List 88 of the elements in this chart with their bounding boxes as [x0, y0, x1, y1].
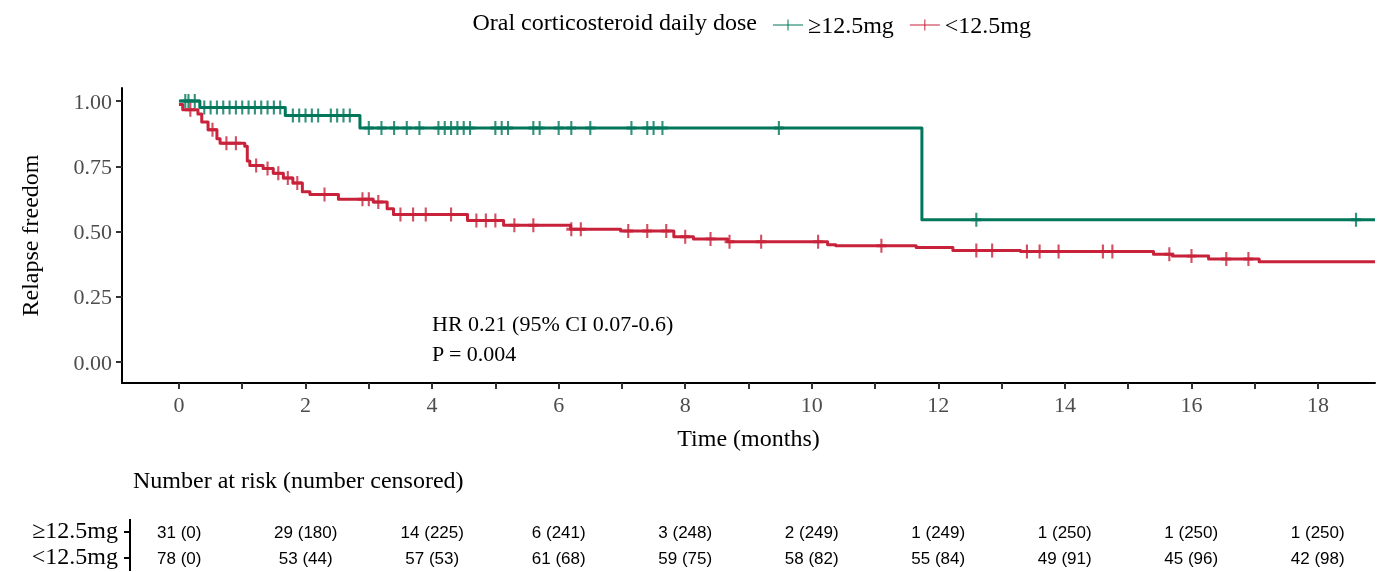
x-tick-label: 4: [426, 391, 438, 417]
x-axis-title: Time (months): [677, 425, 820, 451]
point: [811, 233, 825, 251]
legend-label: ≥12.5mg: [808, 12, 894, 38]
point: [362, 119, 376, 137]
text: 49 (91): [1037, 548, 1092, 568]
point: [565, 119, 578, 137]
point: [723, 233, 736, 251]
x-tick-label: 6: [553, 391, 565, 417]
text: 78 (0): [157, 548, 202, 568]
point: [362, 190, 376, 208]
point: [372, 193, 385, 211]
y-axis-title: Relapse freedom: [17, 154, 43, 317]
category-label: <12.5mg: [31, 543, 118, 569]
x-tick-label: 12: [927, 391, 950, 417]
point: [647, 119, 660, 137]
point: [772, 119, 786, 137]
text: 53 (44): [278, 548, 333, 568]
point: [641, 222, 654, 240]
x-tick-label: 0: [173, 391, 185, 417]
point: [622, 222, 635, 240]
point: [656, 119, 669, 137]
point: [413, 119, 426, 137]
text: 59 (75): [658, 548, 713, 568]
text: 6 (241): [531, 522, 586, 542]
text: 2 (249): [784, 522, 839, 542]
point: [574, 220, 588, 238]
text: 3 (248): [658, 522, 713, 542]
x-tick-label: 2: [300, 391, 312, 417]
text: 1 (250): [1290, 522, 1345, 542]
point: [220, 135, 233, 152]
point: [678, 228, 692, 246]
point: [875, 237, 888, 254]
point: [291, 174, 304, 192]
point: [206, 121, 219, 139]
y-tick-label: 0.00: [73, 349, 112, 375]
text: 29 (180): [274, 522, 338, 542]
annotation: P = 0.004: [432, 340, 517, 366]
y-tick-label: 0.25: [73, 284, 112, 310]
point: [565, 220, 578, 238]
point: [501, 119, 515, 137]
point: [1242, 250, 1255, 268]
x-tick-label: 18: [1307, 391, 1330, 417]
point: [533, 119, 546, 137]
x-tick-label: 8: [679, 391, 691, 417]
point: [281, 169, 295, 187]
point: [1185, 247, 1198, 265]
text: 42 (98): [1290, 548, 1345, 568]
point: [970, 211, 983, 229]
x-tick-label: 14: [1053, 391, 1076, 417]
point: [625, 119, 638, 137]
point: [584, 119, 597, 137]
y-tick-label: 1.00: [73, 88, 112, 114]
text: 57 (53): [405, 548, 460, 568]
point: [704, 230, 717, 248]
point: [184, 101, 197, 118]
point: [387, 119, 401, 137]
point: [527, 217, 540, 234]
point: [400, 119, 414, 137]
text: 14 (225): [400, 522, 464, 542]
text: 1 (249): [911, 522, 966, 542]
point: [659, 222, 673, 240]
point: [188, 92, 202, 110]
y-tick-label: 0.75: [73, 153, 112, 179]
text: 31 (0): [157, 522, 202, 542]
point: [375, 119, 388, 137]
annotation: HR 0.21 (95% CI 0.07-0.6): [432, 310, 674, 336]
point: [754, 233, 768, 251]
point: [463, 119, 477, 137]
point: [1220, 250, 1233, 268]
x-tick-label: 16: [1180, 391, 1203, 417]
text: 61 (68): [531, 548, 586, 568]
text: 1 (250): [1037, 522, 1092, 542]
text: 55 (84): [911, 548, 966, 568]
x-tick-label: 10: [800, 391, 823, 417]
legend-label: <12.5mg: [944, 12, 1032, 38]
point: [552, 119, 565, 137]
text: 58 (82): [784, 548, 839, 568]
point: [508, 217, 521, 234]
point: [1349, 211, 1363, 229]
y-tick-label: 0.50: [73, 219, 112, 245]
point: [1163, 246, 1176, 263]
text: Number at risk (number censored): [133, 467, 464, 493]
point: [229, 135, 243, 152]
text: 45 (96): [1164, 548, 1219, 568]
category-label: ≥12.5mg: [32, 517, 118, 543]
text: 1 (250): [1164, 522, 1219, 542]
legend-title: Oral corticosteroid daily dose: [472, 9, 757, 35]
